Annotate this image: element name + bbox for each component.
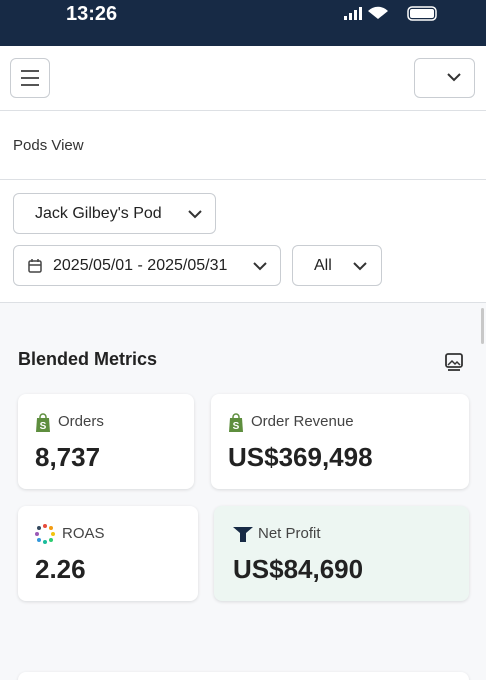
section-title: Blended Metrics (18, 349, 158, 369)
metric-value: 8,737 (35, 442, 101, 472)
metric-card[interactable]: ROAS 2.26 (18, 506, 198, 601)
shopify-icon: S (36, 413, 50, 432)
metric-value: US$84,690 (233, 554, 364, 584)
chevron (253, 262, 267, 271)
divider (0, 179, 486, 180)
svg-text:S: S (233, 421, 240, 432)
net-profit-icon (233, 527, 253, 542)
chevron (353, 262, 367, 271)
account-dropdown[interactable] (414, 58, 475, 98)
pod-select[interactable]: Jack Gilbey's Pod (13, 193, 216, 234)
metric-card[interactable]: S Order Revenue US$369,498 (211, 394, 469, 489)
metric-label: Order Revenue (251, 413, 354, 430)
metric-label: Net Profit (258, 525, 321, 542)
metric-value: 2.26 (35, 554, 86, 584)
metric-label: ROAS (62, 525, 105, 542)
shopify-icon: S (229, 413, 243, 432)
scope-text: All (314, 256, 332, 274)
next-card (18, 672, 469, 680)
menu-icon (21, 70, 39, 86)
page-title: Pods View (13, 137, 84, 154)
status-time: 13:26 (66, 3, 118, 25)
divider (0, 110, 486, 111)
scope-select[interactable]: All (292, 245, 382, 286)
date-range-text: 2025/05/01 - 2025/05/31 (53, 256, 228, 274)
divider (0, 302, 486, 303)
metric-value: US$369,498 (228, 442, 373, 472)
date-range-select[interactable]: 2025/05/01 - 2025/05/31 (13, 245, 281, 286)
menu-button[interactable] (10, 58, 50, 98)
metric-label: Orders (58, 413, 104, 430)
image-icon[interactable] (444, 352, 464, 372)
calendar-icon (28, 259, 42, 273)
chevron (188, 210, 202, 219)
metric-card[interactable]: S Orders 8,737 (18, 394, 194, 489)
status-icons (344, 6, 437, 21)
roas-icon (35, 524, 55, 544)
metric-card[interactable]: Net Profit US$84,690 (214, 506, 469, 601)
svg-text:S: S (40, 421, 47, 432)
chevron (447, 73, 461, 82)
pod-select-text: Jack Gilbey's Pod (35, 204, 162, 222)
status-bar: 13:26 (0, 0, 486, 46)
scrollbar (481, 308, 484, 344)
